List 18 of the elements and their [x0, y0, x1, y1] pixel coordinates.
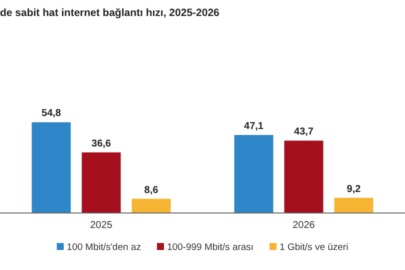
legend-label: 100 Mbit/s'den az [66, 242, 142, 253]
bar [234, 134, 274, 213]
x-tick-label: 2025 [90, 220, 113, 232]
x-tick-label: 2026 [292, 220, 316, 232]
legend-label: 1 Gbit/s ve üzeri [280, 242, 348, 253]
bar [284, 140, 324, 213]
bar [132, 198, 171, 213]
bar [32, 122, 71, 213]
data-label: 43,7 [294, 126, 314, 138]
data-label: 54,8 [42, 108, 62, 120]
chart-title: de sabit hat internet bağlantı hızı, 2025-2026 [0, 7, 220, 19]
bar [334, 198, 374, 213]
bar [82, 152, 121, 213]
data-label: 36,6 [92, 138, 112, 150]
data-label: 9,2 [346, 184, 362, 195]
data-label: 47,1 [244, 120, 264, 132]
data-label: 8,6 [144, 184, 159, 196]
legend-label: 100-999 Mbit/s arası [166, 242, 254, 253]
